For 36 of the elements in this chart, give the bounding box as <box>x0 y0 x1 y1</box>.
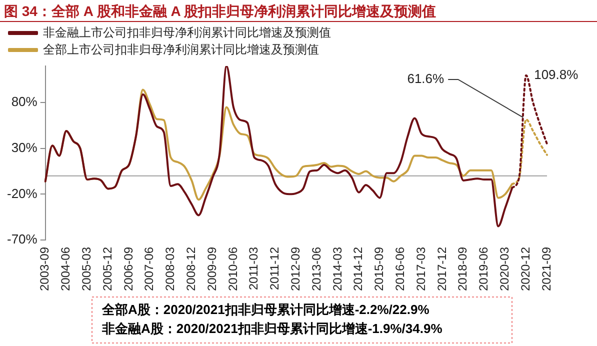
x-tick-label: 2017-03 <box>414 246 428 292</box>
x-tick-label: 2007-06 <box>142 246 156 292</box>
x-tick-label: 2003-09 <box>38 246 52 292</box>
x-tick-label: 2009-09 <box>204 246 219 292</box>
x-tick-label: 2006-09 <box>121 246 136 292</box>
x-tick-label: 2020-03 <box>498 246 512 292</box>
legend-label: 非金融上市公司扣非归母净利润累计同比增速及预测值 <box>43 25 331 40</box>
x-tick-label: 2015-09 <box>372 246 386 292</box>
x-tick-label: 2014-12 <box>351 246 366 292</box>
x-tick-label: 2012-09 <box>288 246 302 292</box>
annotation: 109.8% <box>534 66 579 82</box>
x-tick-label: 2004-06 <box>58 246 73 292</box>
x-tick-label: 2008-03 <box>163 246 178 292</box>
x-tick-label: 2018-09 <box>456 246 470 292</box>
legend-label: 全部上市公司扣非归母净利润累计同比增速及预测值 <box>43 42 319 56</box>
y-tick-label: 80% <box>11 94 38 110</box>
x-tick-label: 2016-06 <box>392 246 407 292</box>
text: 全部A股：2020/2021扣非归母累计同比增速-2.2%/22.9% <box>101 302 430 318</box>
text: 非金融A股：2020/2021扣非归母累计同比增速-1.9%/34.9% <box>101 321 443 336</box>
x-tick-label: 2014-03 <box>330 246 344 292</box>
x-tick-label: 2019-06 <box>476 246 491 292</box>
x-tick-label: 2013-06 <box>309 246 324 292</box>
x-tick-label: 2005-03 <box>79 246 94 292</box>
chart-title: 图 34：全部 A 股和非金融 A 股扣非归母净利润累计同比增速及预测值 <box>0 0 597 22</box>
x-tick-label: 2011-12 <box>268 246 282 290</box>
x-tick-label: 2021-09 <box>539 246 554 292</box>
y-tick-label: -70% <box>6 232 38 247</box>
annotation: 61.6% <box>407 71 445 86</box>
x-tick-label: 2017-12 <box>434 246 449 292</box>
y-tick-label: 30% <box>11 140 38 155</box>
x-tick-label: 2010-06 <box>226 246 240 292</box>
x-tick-label: 2011-03 <box>246 246 261 290</box>
x-tick-label: 2005-12 <box>100 246 114 292</box>
y-tick-label: -20% <box>6 186 38 201</box>
x-tick-label: 2008-12 <box>184 246 198 292</box>
x-tick-label: 2020-12 <box>518 246 532 292</box>
